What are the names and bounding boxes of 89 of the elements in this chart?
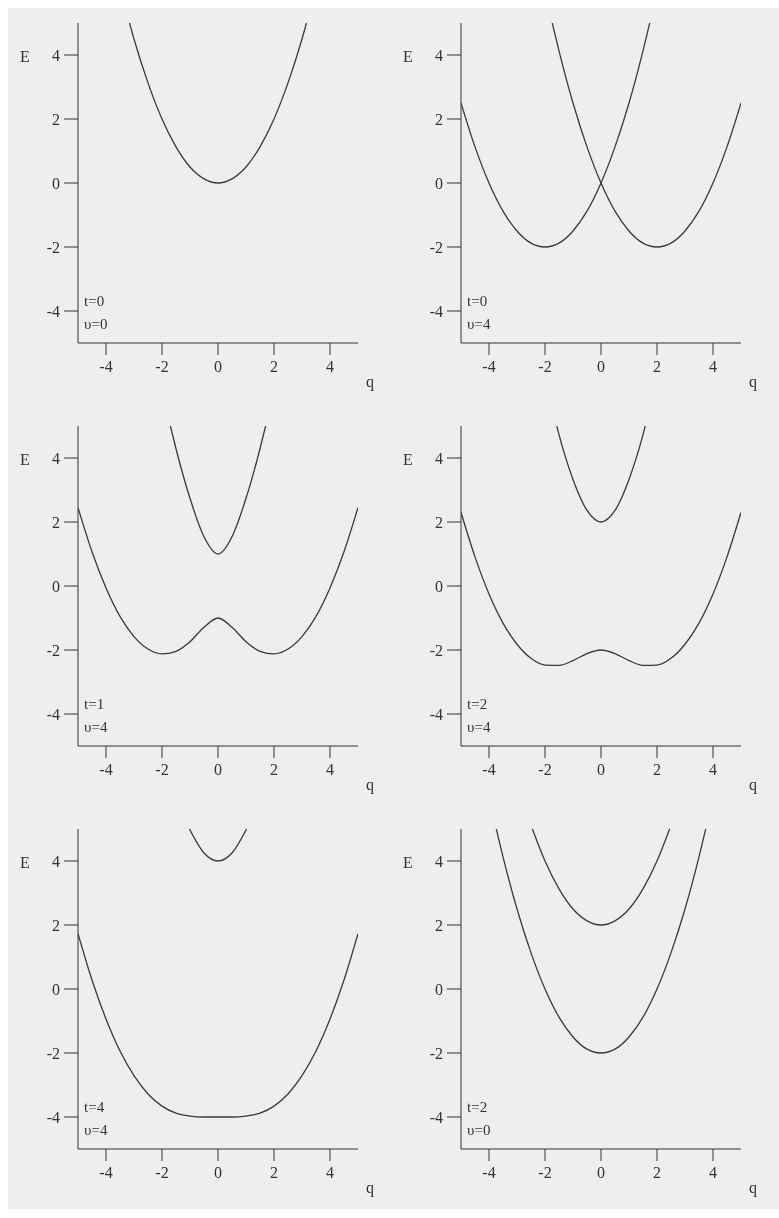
x-tick-label: -4 [99, 761, 113, 779]
y-axis-title: E [403, 451, 413, 469]
x-tick-label: -4 [99, 1164, 113, 1182]
line-series [128, 23, 308, 184]
x-tick-label: 4 [326, 358, 334, 376]
annotation: t=4 [84, 1098, 106, 1117]
annotation: t=1 [84, 695, 106, 714]
y-axis-title: E [403, 854, 413, 872]
x-tick-label: -2 [538, 358, 552, 376]
annotation: υ=0 [467, 1121, 491, 1140]
y-tick-label: -2 [46, 1044, 60, 1062]
x-tick-label: 2 [653, 761, 661, 779]
line-series [169, 426, 267, 555]
y-tick-label: 2 [52, 513, 60, 531]
y-tick-label: -2 [46, 238, 60, 256]
y-tick-label: -4 [429, 1108, 443, 1126]
annotation: υ=4 [467, 315, 491, 334]
x-tick-label: 4 [709, 358, 717, 376]
y-tick-label: 0 [52, 980, 60, 998]
x-tick-label: 4 [326, 1164, 334, 1182]
x-tick-label: -4 [482, 761, 496, 779]
y-tick-label: 4 [52, 852, 60, 870]
x-tick-label: -2 [155, 1164, 169, 1182]
y-tick-label: -4 [46, 302, 60, 320]
y-axis-title: E [20, 48, 30, 66]
y-axis-title: E [403, 48, 413, 66]
x-tick-label: 4 [326, 761, 334, 779]
y-tick-label: 0 [52, 577, 60, 595]
y-tick-label: 0 [52, 174, 60, 192]
y-tick-label: 2 [435, 110, 443, 128]
x-tick-label: 2 [270, 1164, 278, 1182]
line-series [495, 829, 707, 1054]
x-tick-label: -4 [482, 1164, 496, 1182]
x-tick-label: 0 [597, 358, 605, 376]
y-tick-label: -2 [429, 641, 443, 659]
y-tick-label: 4 [52, 46, 60, 64]
x-tick-label: 0 [597, 761, 605, 779]
y-tick-label: 2 [52, 110, 60, 128]
y-tick-label: 0 [435, 980, 443, 998]
x-tick-label: 2 [653, 1164, 661, 1182]
x-tick-label: 0 [597, 1164, 605, 1182]
x-axis-title: q [366, 776, 374, 794]
y-tick-label: 0 [435, 174, 443, 192]
annotation: υ=0 [84, 315, 108, 334]
x-tick-label: 4 [709, 1164, 717, 1182]
y-tick-label: -4 [429, 705, 443, 723]
x-tick-label: -2 [538, 761, 552, 779]
annotation: t=0 [84, 292, 106, 311]
annotation: t=0 [467, 292, 489, 311]
x-axis-title: q [749, 1179, 757, 1197]
y-tick-label: 4 [435, 449, 443, 467]
x-tick-label: 2 [270, 358, 278, 376]
line-series [531, 829, 671, 926]
x-axis-title: q [366, 373, 374, 391]
y-tick-label: 2 [52, 916, 60, 934]
y-tick-label: -4 [46, 1108, 60, 1126]
annotation: υ=4 [84, 1121, 108, 1140]
x-axis-title: q [366, 1179, 374, 1197]
annotation: t=2 [467, 695, 489, 714]
y-tick-label: -2 [46, 641, 60, 659]
x-tick-label: 2 [270, 761, 278, 779]
y-tick-label: 4 [52, 449, 60, 467]
y-tick-label: 2 [435, 513, 443, 531]
x-tick-label: 2 [653, 358, 661, 376]
annotation: υ=4 [84, 718, 108, 737]
y-tick-label: 2 [435, 916, 443, 934]
x-tick-label: 0 [214, 1164, 222, 1182]
x-tick-label: -2 [155, 761, 169, 779]
x-tick-label: -4 [99, 358, 113, 376]
x-tick-label: 0 [214, 358, 222, 376]
y-tick-label: -4 [429, 302, 443, 320]
annotation: υ=4 [467, 718, 491, 737]
x-tick-label: -2 [538, 1164, 552, 1182]
x-tick-label: 0 [214, 761, 222, 779]
y-axis-title: E [20, 854, 30, 872]
x-axis-title: q [749, 373, 757, 391]
y-tick-label: 4 [435, 46, 443, 64]
y-tick-label: 4 [435, 852, 443, 870]
annotation: t=2 [467, 1098, 489, 1117]
x-tick-label: -2 [155, 358, 169, 376]
y-axis-title: E [20, 451, 30, 469]
y-tick-label: -4 [46, 705, 60, 723]
line-series [556, 426, 646, 523]
y-tick-label: -2 [429, 1044, 443, 1062]
x-tick-label: 4 [709, 761, 717, 779]
y-tick-label: 0 [435, 577, 443, 595]
x-axis-title: q [749, 776, 757, 794]
x-tick-label: -4 [482, 358, 496, 376]
y-tick-label: -2 [429, 238, 443, 256]
